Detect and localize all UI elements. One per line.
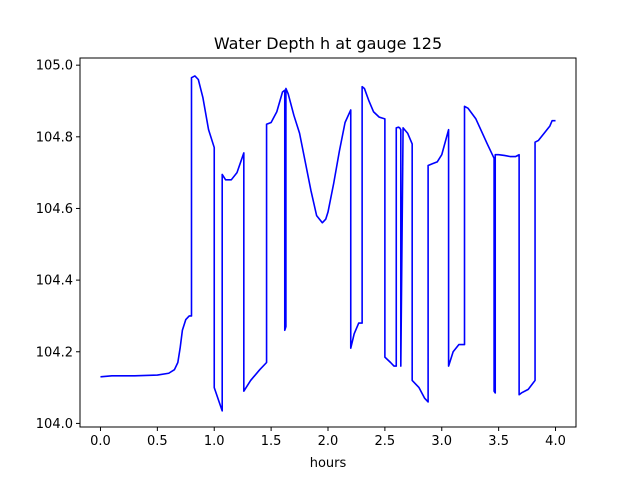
x-tick-label: 3.5 [488,434,509,449]
x-tick-label: 0.5 [147,434,168,449]
y-tick-label: 104.0 [36,417,73,432]
y-tick-label: 104.8 [36,130,73,145]
y-tick-label: 104.2 [36,345,73,360]
y-tick-label: 104.6 [36,202,73,217]
x-tick-label: 2.0 [318,434,339,449]
x-tick-label: 1.5 [261,434,282,449]
x-tick-label: 4.0 [545,434,566,449]
x-tick-label: 0.0 [90,434,111,449]
y-tick-label: 104.4 [36,274,73,289]
series-line-0 [100,75,556,412]
x-tick-label: 3.0 [431,434,452,449]
x-tick-label: 2.5 [375,434,396,449]
x-axis-label: hours [310,456,347,471]
x-tick-label: 1.0 [204,434,225,449]
plot-area: 0.0 0.5 1.0 1.5 2.0 2.5 3.0 3.5 4.0 104.0 104.2 104… [36,57,577,449]
chart-title: Water Depth h at gauge 125 [214,34,442,53]
y-tick-label: 105.0 [36,59,73,74]
